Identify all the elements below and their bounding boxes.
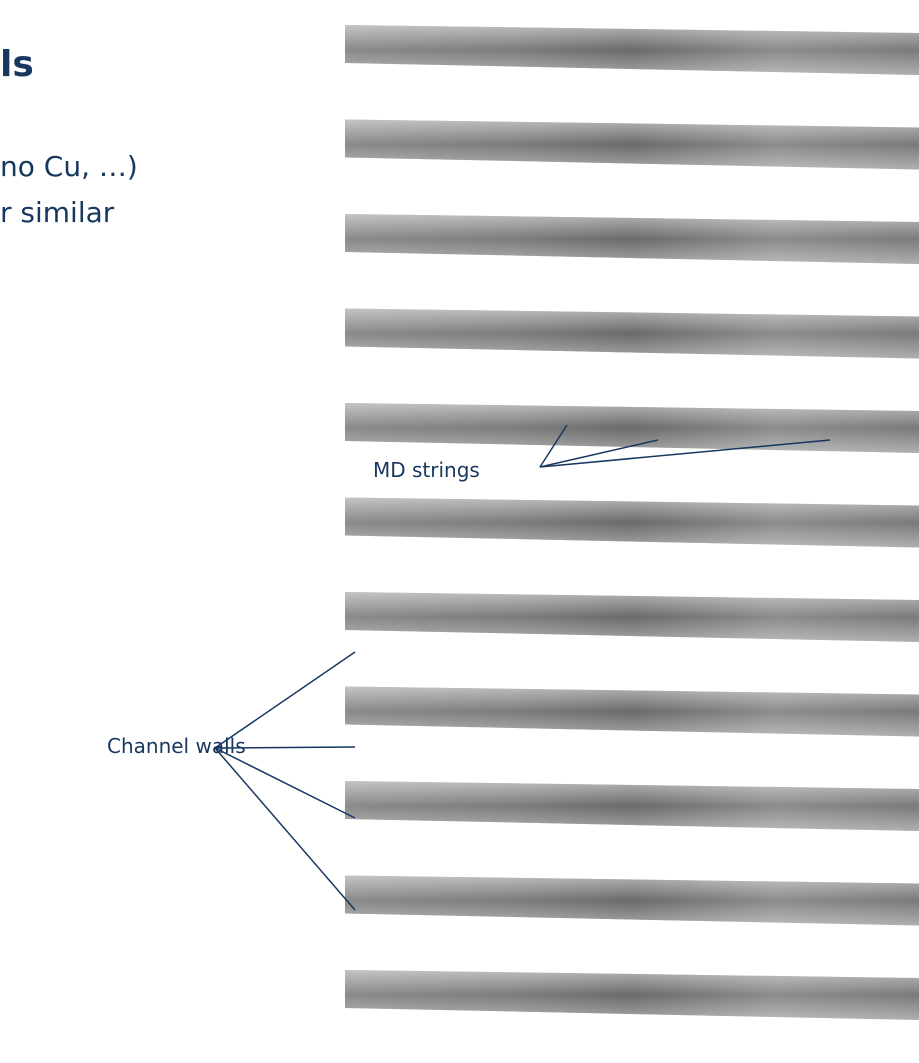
pointer — [214, 746, 356, 749]
channel-stripe — [345, 308, 919, 359]
annotation: MD strings — [373, 458, 480, 482]
pointer-lines — [214, 424, 831, 911]
bullet: no Cu, …) — [0, 150, 138, 183]
pointer — [539, 439, 831, 468]
channel-stripe — [345, 25, 919, 75]
title: ls — [0, 44, 34, 85]
channel-stripe — [345, 214, 919, 264]
pointer — [214, 747, 356, 819]
channel-stripe — [345, 875, 919, 926]
pointer — [214, 651, 356, 749]
pointer — [539, 439, 659, 468]
annotation: Channel walls — [107, 734, 246, 758]
pointer — [539, 424, 568, 468]
bullet: r similar — [0, 196, 115, 229]
channel-stripe — [345, 970, 919, 1020]
channel-stripe — [345, 119, 919, 170]
channel-stripe — [345, 497, 919, 548]
channel-stripe — [345, 686, 919, 737]
channel-stripe — [345, 403, 919, 453]
channel-stripe — [345, 592, 919, 642]
stripes — [345, 25, 919, 1020]
channel-stripe — [345, 781, 919, 831]
pointer — [214, 747, 356, 911]
